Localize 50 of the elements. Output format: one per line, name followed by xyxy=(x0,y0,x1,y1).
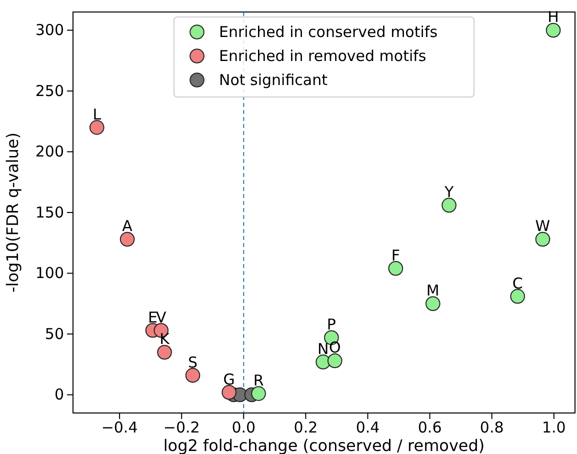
x-tick-label: 1.0 xyxy=(542,418,566,437)
y-tick-label: 100 xyxy=(35,264,64,282)
point xyxy=(442,198,456,213)
annotation: R xyxy=(253,372,264,390)
x-tick-label: 0.4 xyxy=(356,418,380,437)
legend-label: Enriched in removed motifs xyxy=(219,47,426,65)
y-tick-label: 300 xyxy=(35,21,64,40)
y-tick-label: 50 xyxy=(44,324,64,343)
annotation: E xyxy=(148,308,158,326)
point xyxy=(546,22,561,38)
point xyxy=(388,261,404,276)
legend-label: Not significant xyxy=(219,71,328,89)
annotation: M xyxy=(426,282,440,300)
annotation: C xyxy=(512,274,523,292)
point xyxy=(120,232,135,247)
x-tick-label: −0.2 xyxy=(163,418,200,437)
annotation: P xyxy=(326,316,336,334)
x-axis-title: log2 fold-change (conserved / removed) xyxy=(163,436,485,454)
y-tick-label: 0 xyxy=(54,386,64,404)
x-tick-label: 0.0 xyxy=(232,418,256,437)
point xyxy=(185,368,200,383)
annotation: Y xyxy=(443,183,454,202)
y-tick-label: 200 xyxy=(35,142,64,161)
point xyxy=(316,354,330,370)
legend-label: Enriched in conserved motifs xyxy=(219,23,438,41)
y-axis-title: -log10(FDR q-value) xyxy=(3,132,22,292)
annotation: G xyxy=(223,370,235,388)
point xyxy=(327,353,342,368)
point xyxy=(510,288,526,304)
annotation: A xyxy=(122,217,134,236)
x-tick-label: 0.8 xyxy=(480,418,504,437)
annotation: W xyxy=(535,217,550,236)
point xyxy=(157,344,172,360)
annotation: F xyxy=(391,246,400,264)
annotation: S xyxy=(188,353,198,372)
annotation: K xyxy=(160,330,171,348)
point xyxy=(222,384,236,400)
x-tick-label: −0.4 xyxy=(101,418,138,437)
point xyxy=(425,296,440,312)
annotation: L xyxy=(92,105,102,124)
x-tick-label: 0.2 xyxy=(294,418,318,437)
point xyxy=(89,120,104,135)
annotation: V xyxy=(156,308,167,326)
point xyxy=(251,386,266,401)
y-tick-label: 150 xyxy=(35,203,64,222)
point xyxy=(535,232,550,247)
x-tick-label: 0.6 xyxy=(418,418,442,437)
annotation: O xyxy=(328,338,341,357)
annotation: N xyxy=(317,340,329,358)
y-tick-label: 250 xyxy=(35,82,64,100)
